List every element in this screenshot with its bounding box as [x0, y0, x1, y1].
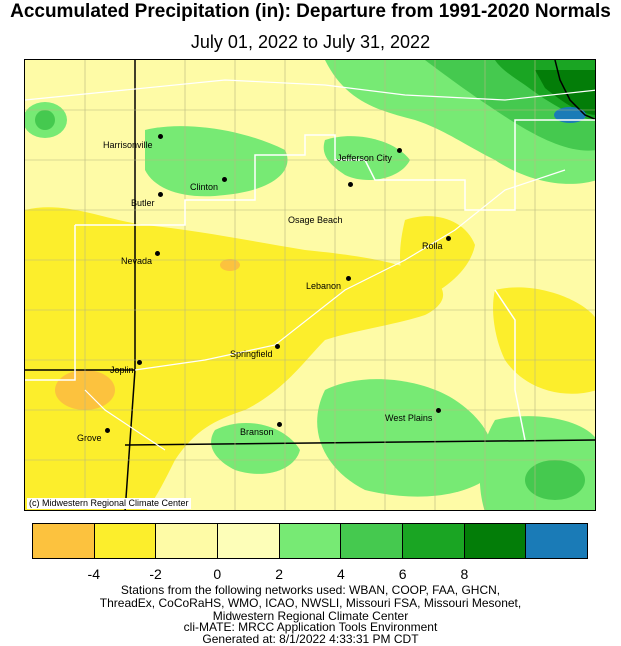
city-label-branson: Branson — [240, 427, 274, 437]
city-dot-nevada — [155, 251, 160, 256]
footer-line-3: Midwestern Regional Climate Center — [212, 609, 409, 623]
city-label-joplin: Joplin — [110, 365, 134, 375]
city-label-rolla: Rolla — [422, 241, 443, 251]
city-dot-harrisonville — [158, 134, 163, 139]
map-shading — [25, 60, 595, 510]
footer-line-5: Generated at: 8/1/2022 4:33:31 PM CDT — [202, 632, 419, 646]
map-subtitle: July 01, 2022 to July 31, 2022 — [190, 32, 431, 52]
city-label-springfield: Springfield — [230, 349, 273, 359]
map-title: Accumulated Precipitation (in): Departur… — [10, 1, 611, 22]
city-dot-branson — [277, 422, 282, 427]
city-dot-springfield — [275, 344, 280, 349]
wet-region-clinton — [145, 126, 288, 197]
legend-tick-label: 8 — [460, 566, 469, 582]
very-wet-spot — [554, 107, 586, 123]
city-dot-west-plains — [436, 408, 441, 413]
city-label-butler: Butler — [131, 198, 155, 208]
city-dot-joplin — [137, 360, 142, 365]
state-border-south — [124, 439, 595, 446]
legend-tick-label: 4 — [336, 566, 345, 582]
city-dot-jefferson-city — [397, 148, 402, 153]
wet-region-west-plains — [317, 379, 494, 497]
legend-swatch — [403, 524, 465, 558]
city-dot-grove — [105, 428, 110, 433]
color-legend — [32, 523, 588, 559]
legend-swatch — [279, 524, 342, 558]
dry-region-rolla — [400, 216, 475, 300]
city-label-harrisonville: Harrisonville — [103, 140, 153, 150]
wet-region-branson — [211, 422, 300, 474]
legend-swatch — [156, 524, 219, 558]
legend-swatch — [526, 524, 588, 558]
city-dot-lebanon — [346, 276, 351, 281]
city-label-west-plains: West Plains — [385, 413, 433, 423]
footer-line-4: cli-MATE: MRCC Application Tools Environ… — [183, 620, 438, 634]
legend-tick-label: -4 — [87, 566, 100, 582]
wet-region-jefferson — [323, 136, 410, 180]
city-label-grove: Grove — [77, 433, 102, 443]
city-label-lebanon: Lebanon — [306, 281, 342, 291]
legend-swatch — [94, 524, 157, 558]
highways — [25, 79, 595, 451]
city-dot-rolla — [446, 236, 451, 241]
very-dry-spot — [220, 259, 240, 271]
dry-region-southwest — [25, 207, 444, 510]
city-label-jefferson-city: Jefferson City — [337, 153, 392, 163]
footer-line-2: ThreadEx, CoCoRaHS, WMO, ICAO, NWSLI, Mi… — [99, 596, 522, 610]
climate-division-lines — [25, 119, 595, 441]
state-border-east — [554, 60, 595, 120]
legend-swatch — [464, 524, 527, 558]
city-label-osage-beach: Osage Beach — [288, 215, 343, 225]
legend-tick-label: 2 — [275, 566, 283, 582]
legend-tick-label: 6 — [398, 566, 407, 582]
wet-region-southeast — [479, 416, 595, 510]
city-dot-clinton — [222, 177, 227, 182]
legend-tick-label: -2 — [149, 566, 162, 582]
city-dot-butler — [158, 192, 163, 197]
legend-swatch — [341, 524, 404, 558]
city-label-nevada: Nevada — [121, 256, 153, 266]
legend-swatch — [33, 524, 95, 558]
dry-region-east — [493, 287, 595, 394]
legend-swatch — [218, 524, 280, 558]
footer-line-1: Stations from the following networks use… — [120, 583, 501, 597]
legend-tick-label: 0 — [213, 566, 222, 582]
city-dot-osage-beach — [348, 182, 353, 187]
precipitation-map: Harrisonville Clinton Butler Jefferson C… — [24, 59, 596, 511]
map-credit: (c) Midwestern Regional Climate Center — [27, 498, 191, 509]
city-label-clinton: Clinton — [190, 182, 219, 192]
